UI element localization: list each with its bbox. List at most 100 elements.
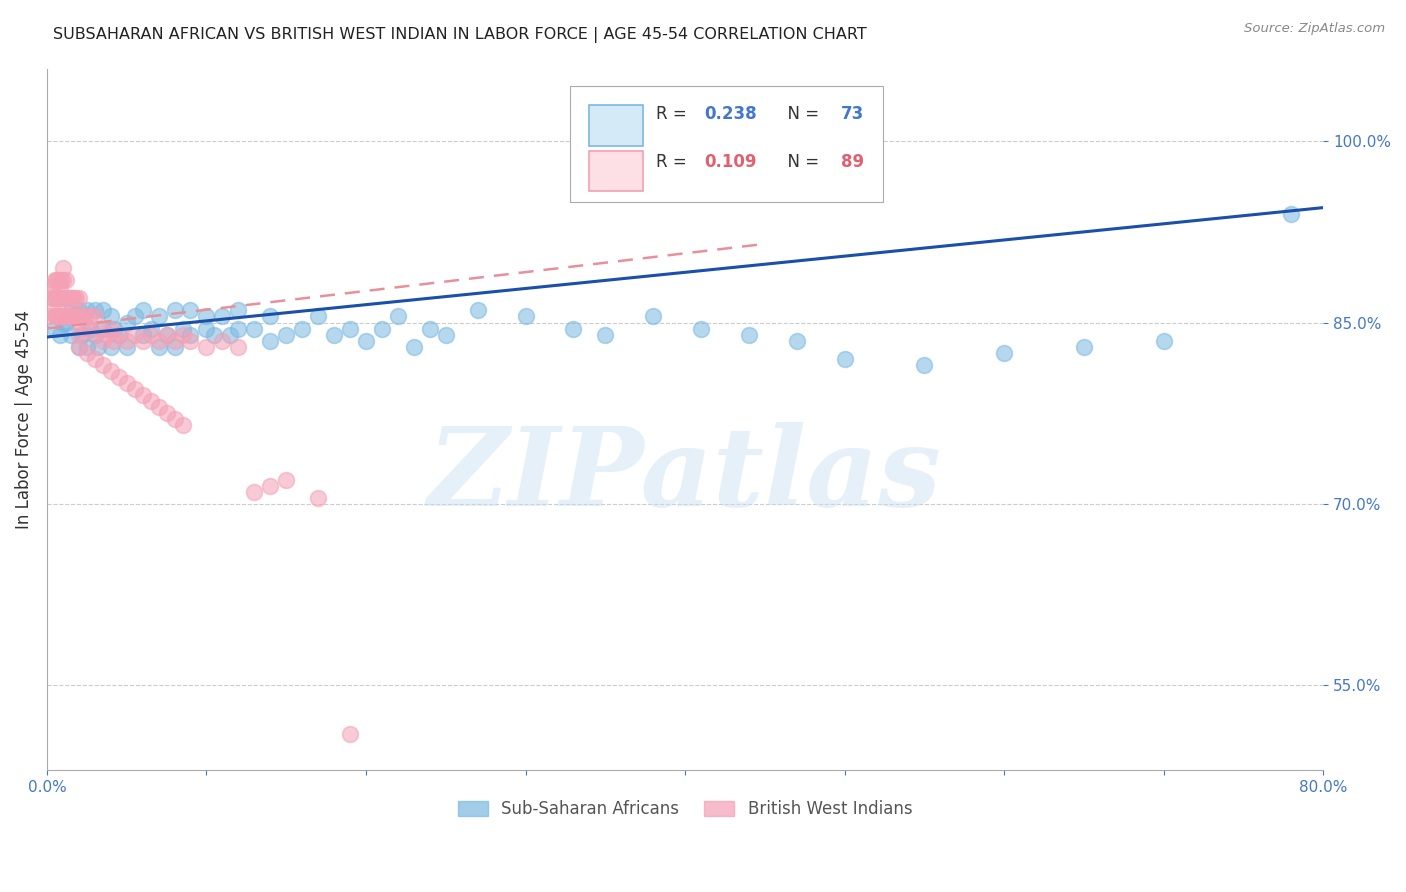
Point	[276, 327, 298, 342]
Point	[100, 364, 122, 378]
Point	[56, 291, 79, 305]
Point	[89, 321, 111, 335]
Point	[96, 327, 118, 342]
Point	[139, 394, 162, 409]
Point	[243, 484, 266, 499]
Text: N =: N =	[778, 153, 824, 170]
Point	[124, 310, 146, 324]
Point	[53, 291, 76, 305]
Point	[48, 291, 70, 305]
Point	[115, 334, 138, 348]
Point	[148, 340, 170, 354]
Point	[195, 310, 218, 324]
Point	[46, 273, 69, 287]
Point	[62, 291, 84, 305]
Text: SUBSAHARAN AFRICAN VS BRITISH WEST INDIAN IN LABOR FORCE | AGE 45-54 CORRELATION: SUBSAHARAN AFRICAN VS BRITISH WEST INDIA…	[53, 27, 868, 43]
Point	[291, 321, 314, 335]
Point	[83, 327, 105, 342]
Point	[259, 310, 281, 324]
Point	[562, 321, 585, 335]
Point	[67, 340, 90, 354]
Point	[155, 327, 177, 342]
Point	[70, 310, 93, 324]
Point	[738, 327, 761, 342]
Point	[70, 327, 93, 342]
Point	[58, 291, 80, 305]
Point	[107, 370, 129, 384]
Point	[76, 345, 98, 359]
Point	[67, 310, 90, 324]
Point	[79, 310, 101, 324]
Point	[690, 321, 713, 335]
Point	[56, 310, 79, 324]
Point	[467, 303, 489, 318]
Point	[155, 406, 177, 420]
Point	[39, 310, 62, 324]
Point	[44, 321, 66, 335]
Point	[76, 321, 98, 335]
Point	[195, 321, 218, 335]
Point	[91, 321, 114, 335]
Point	[115, 340, 138, 354]
Point	[59, 291, 82, 305]
Point	[1279, 207, 1302, 221]
Point	[172, 418, 194, 433]
Point	[148, 334, 170, 348]
FancyBboxPatch shape	[589, 151, 643, 191]
Point	[993, 345, 1015, 359]
Legend: Sub-Saharan Africans, British West Indians: Sub-Saharan Africans, British West India…	[451, 794, 920, 825]
Point	[131, 327, 153, 342]
Point	[91, 334, 114, 348]
Point	[46, 291, 69, 305]
Point	[307, 491, 329, 505]
Point	[42, 303, 65, 318]
Point	[53, 310, 76, 324]
Point	[62, 310, 84, 324]
Point	[179, 303, 201, 318]
Point	[1073, 340, 1095, 354]
Point	[51, 310, 73, 324]
Point	[59, 310, 82, 324]
Point	[419, 321, 441, 335]
Point	[103, 321, 125, 335]
Point	[51, 273, 73, 287]
Point	[48, 327, 70, 342]
Point	[786, 334, 808, 348]
Point	[55, 291, 77, 305]
Point	[65, 291, 87, 305]
Point	[41, 279, 63, 293]
Text: 0.238: 0.238	[704, 105, 756, 123]
Point	[172, 327, 194, 342]
Text: ZIPatlas: ZIPatlas	[429, 422, 942, 529]
Point	[219, 327, 242, 342]
Point	[195, 340, 218, 354]
Point	[131, 388, 153, 402]
Point	[228, 321, 250, 335]
Text: N =: N =	[778, 105, 824, 123]
Point	[52, 316, 75, 330]
Point	[259, 334, 281, 348]
Text: 0.109: 0.109	[704, 153, 756, 170]
Point	[228, 303, 250, 318]
Point	[59, 327, 82, 342]
Point	[515, 310, 537, 324]
Point	[55, 316, 77, 330]
Point	[115, 316, 138, 330]
Point	[76, 303, 98, 318]
Point	[100, 310, 122, 324]
Point	[52, 291, 75, 305]
Point	[91, 303, 114, 318]
Point	[434, 327, 457, 342]
Point	[371, 321, 394, 335]
Point	[45, 273, 67, 287]
Point	[46, 310, 69, 324]
Point	[55, 310, 77, 324]
Point	[163, 340, 186, 354]
FancyBboxPatch shape	[571, 86, 883, 202]
Point	[83, 351, 105, 366]
Point	[79, 321, 101, 335]
Point	[76, 340, 98, 354]
Point	[41, 291, 63, 305]
Text: Source: ZipAtlas.com: Source: ZipAtlas.com	[1244, 22, 1385, 36]
Y-axis label: In Labor Force | Age 45-54: In Labor Force | Age 45-54	[15, 310, 32, 529]
